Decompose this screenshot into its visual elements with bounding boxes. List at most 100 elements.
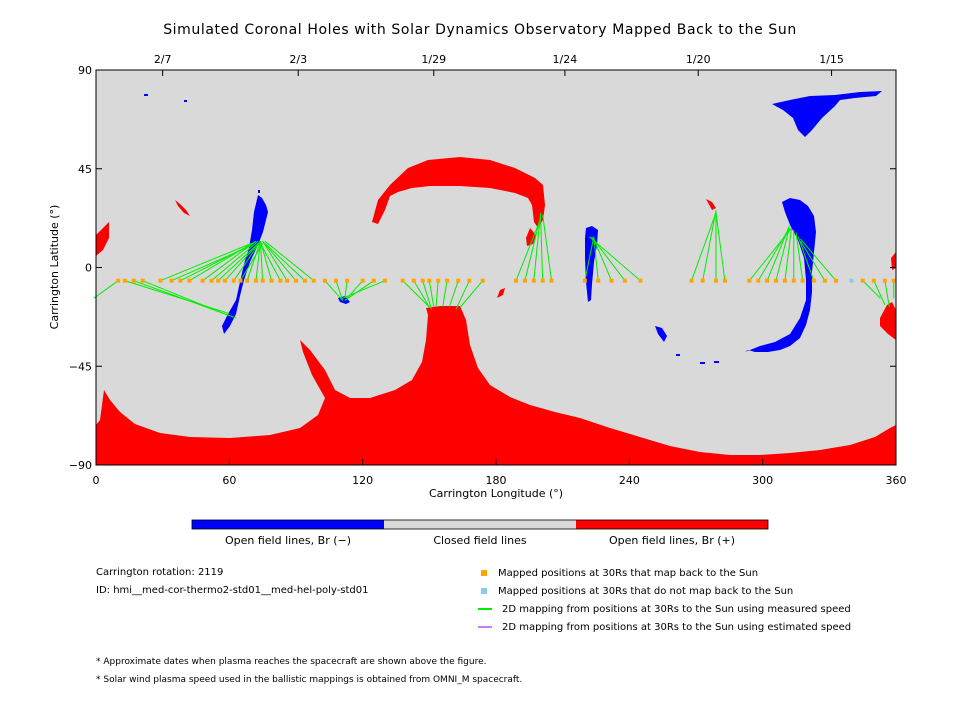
negative-hole-small <box>184 100 187 102</box>
positive-hole-south <box>96 306 896 465</box>
mapped-position-marker <box>302 278 307 283</box>
mapping-line <box>715 212 726 281</box>
mapped-position-marker <box>871 278 876 283</box>
mapped-position-marker <box>294 278 298 283</box>
id-info: ID: hmi__med-cor-thermo2-std01__med-hel-… <box>96 585 369 596</box>
mapping-line <box>240 243 264 281</box>
mapped-position-marker <box>187 278 192 283</box>
mapping-line <box>593 238 613 281</box>
legend-measured: 2D mapping from positions at 30Rs to the… <box>478 602 851 616</box>
mapped-position-marker <box>765 278 770 283</box>
mapped-position-marker <box>371 278 376 283</box>
mapped-position-marker <box>122 278 127 283</box>
mapped-position-marker <box>427 278 432 283</box>
mapped-position-marker <box>140 278 145 283</box>
mapping-line <box>402 280 430 308</box>
chart-title: Simulated Coronal Holes with Solar Dynam… <box>163 22 797 38</box>
mapping-line <box>260 243 281 281</box>
mapping-line <box>589 236 641 282</box>
mapping-line <box>259 241 264 281</box>
top-date-label: 1/15 <box>819 53 844 66</box>
colorbar-closed <box>384 520 576 529</box>
mapped-marker-icon <box>481 570 487 576</box>
mapped-position-marker <box>747 278 752 283</box>
mapped-position-marker <box>891 278 896 283</box>
mapped-position-marker <box>158 278 163 283</box>
note-speed: * Solar wind plasma speed used in the ba… <box>96 675 523 685</box>
legend-measured-label: 2D mapping from positions at 30Rs to the… <box>502 603 851 615</box>
mapped-position-marker <box>254 278 258 283</box>
mapping-line <box>264 242 306 282</box>
mapped-position-marker <box>345 278 350 283</box>
mapping-line <box>246 241 261 281</box>
mapping-line <box>884 280 890 308</box>
x-tick-label: 60 <box>222 474 236 487</box>
legend-estimated-label: 2D mapping from positions at 30Rs to the… <box>502 621 852 633</box>
mapped-position-marker <box>834 278 838 283</box>
x-tick-label: 300 <box>752 474 773 487</box>
mapped-position-marker <box>882 278 887 283</box>
legend-mapped-label: Mapped positions at 30Rs that map back t… <box>498 567 759 579</box>
mapping-line <box>702 210 717 281</box>
mapped-position-marker <box>209 278 214 283</box>
mapping-line <box>524 216 541 281</box>
mapped-position-marker <box>522 278 527 283</box>
mapping-line <box>533 214 541 281</box>
mapping-line <box>224 240 261 282</box>
mapping-line <box>775 227 790 281</box>
mapped-position-marker <box>334 278 338 283</box>
mapping-line <box>435 280 439 308</box>
mapped-positions <box>116 278 896 283</box>
mapped-position-marker <box>860 278 865 283</box>
mapping-line <box>344 280 375 301</box>
positive-hole-small <box>175 200 190 216</box>
mapping-line <box>800 238 837 281</box>
mapping-line <box>795 232 804 281</box>
x-axis-label: Carrington Longitude (°) <box>429 487 563 500</box>
negative-hole-small <box>714 361 719 363</box>
mapping-line <box>255 241 261 281</box>
mapped-position-marker <box>131 278 136 283</box>
y-tick-label: −90 <box>69 459 92 472</box>
positive-hole-right-edge <box>880 302 896 340</box>
x-tick-label: 180 <box>486 474 507 487</box>
top-date-label: 2/3 <box>289 53 307 66</box>
mapped-position-marker <box>689 278 694 283</box>
positive-hole-small <box>706 199 716 210</box>
y-tick-label: −45 <box>69 360 92 373</box>
negative-hole-small <box>655 326 667 342</box>
positive-hole-small <box>497 288 505 298</box>
x-tick-label: 120 <box>352 474 373 487</box>
x-tick-label: 360 <box>886 474 907 487</box>
mapping-line <box>189 240 257 282</box>
mapped-position-marker <box>169 278 174 283</box>
mapping-line <box>142 280 230 317</box>
mapped-position-marker <box>245 278 250 283</box>
mapping-line <box>542 214 553 281</box>
mapping-line <box>202 240 257 282</box>
y-axis-label: Carrington Latitude (°) <box>48 205 61 330</box>
mapped-position-marker <box>531 278 536 283</box>
mapping-line <box>448 280 459 308</box>
top-date-label: 1/24 <box>553 53 578 66</box>
colorbar-negative <box>192 520 384 529</box>
mapped-position-marker <box>467 278 472 283</box>
mapping-line <box>233 240 261 281</box>
top-date-label: 2/7 <box>154 53 172 66</box>
mapped-position-marker <box>360 278 365 283</box>
positive-hole-right-edge <box>891 252 896 270</box>
negative-hole-right <box>745 198 816 352</box>
y-tick-label: 0 <box>85 262 92 275</box>
mapping-line <box>217 242 259 282</box>
legend-estimated: 2D mapping from positions at 30Rs to the… <box>478 620 851 634</box>
mapping-line <box>342 280 386 299</box>
mapped-position-marker <box>811 278 816 283</box>
mapped-position-marker <box>638 278 643 283</box>
mapped-position-marker <box>714 278 718 283</box>
mapped-position-marker <box>216 278 221 283</box>
mapped-position-marker <box>322 278 327 283</box>
mapped-position-marker <box>222 278 227 283</box>
mapped-position-marker <box>582 278 587 283</box>
mapping-line <box>800 240 826 281</box>
negative-hole-small <box>700 362 705 364</box>
